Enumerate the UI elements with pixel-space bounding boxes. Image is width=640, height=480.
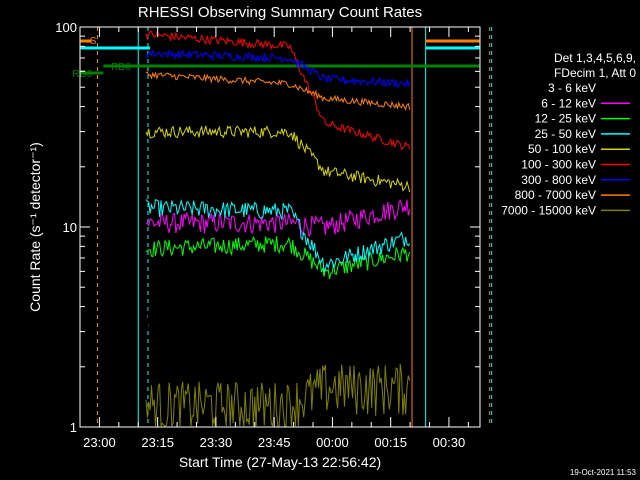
x-tick-label: 00:00 [316,435,349,450]
y-tick-label: 10 [63,220,77,235]
y-axis: 1 10 100 [55,20,480,435]
x-tick-label: 23:15 [141,435,174,450]
legend-header-line-1: Det 1,3,4,5,6,9, [554,51,636,65]
plot-lines [96,27,493,427]
x-tick-label: 23:45 [258,435,291,450]
x-axis-label: Start Time (27-May-13 22:56:42) [179,454,381,470]
y-axis-label: Count Rate (s⁻¹ detector⁻¹) [27,142,43,312]
legend-entry-label: 12 - 25 keV [535,112,596,126]
legend-entry-label: 300 - 800 keV [521,173,596,187]
x-tick-label: 00:15 [374,435,407,450]
flag-label-rd0: RD0 [111,62,131,73]
series-line-5 [145,30,411,151]
series-line-7 [145,71,411,111]
x-tick-label: 23:30 [200,435,233,450]
legend-entry-label: 100 - 300 keV [521,158,596,172]
x-axis: 23:00 23:15 23:30 23:45 00:00 00:15 00:30 [79,27,469,450]
legend-entry-label: 7000 - 15000 keV [501,203,596,217]
x-tick-label: 23:00 [83,435,116,450]
series-line-3 [145,199,411,273]
series-line-6 [145,48,411,88]
series-line-4 [145,125,411,193]
generation-timestamp: 19-Oct-2021 11:53 [570,468,637,477]
legend-entry-label: 50 - 100 keV [528,142,596,156]
legend: Det 1,3,4,5,6,9, FDecim 1, Att 0 3 - 6 k… [501,51,636,217]
series-line-0 [145,273,411,376]
chart-title: RHESSI Observing Summary Count Rates [138,4,422,21]
legend-header-line-2: FDecim 1, Att 0 [554,66,636,80]
series-line-1 [145,199,411,238]
legend-entry-label: 800 - 7000 keV [515,188,596,202]
series-group [145,30,411,427]
flag-label-s: S [90,36,97,47]
legend-entry-label: 25 - 50 keV [535,127,596,141]
y-tick-label: 1 [70,420,77,435]
legend-entry-label: 6 - 12 keV [541,96,596,110]
series-line-8 [145,363,411,427]
legend-entry-label: 3 - 6 keV [548,81,596,95]
y-tick-label: 100 [55,20,77,35]
flag-label-rd6: RD6 [72,69,92,80]
flag-bars: S RD0 RD6 [72,36,480,80]
x-tick-label: 00:30 [433,435,466,450]
